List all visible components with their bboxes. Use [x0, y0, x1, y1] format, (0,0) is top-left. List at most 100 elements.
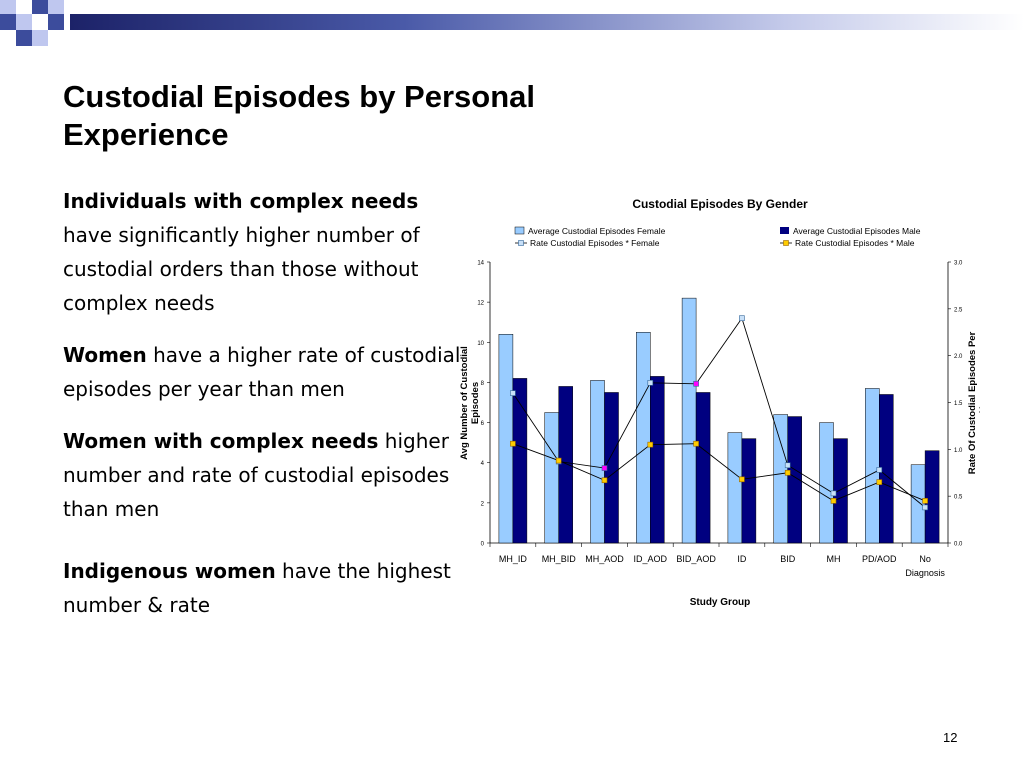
y-tick-label: 6 — [481, 421, 485, 427]
bar-female — [590, 380, 605, 544]
bullet-emphasis: Women with complex needs — [63, 429, 379, 453]
bar-male — [787, 416, 802, 544]
bullet-women: Women have a higher rate of custodial ep… — [63, 338, 463, 406]
y2-tick-label: 2.5 — [954, 307, 963, 313]
title-banner — [0, 0, 1024, 46]
slide-title: Custodial Episodes by Personal Experienc… — [63, 79, 536, 152]
x-tick-label: ID — [737, 554, 747, 564]
bar-female — [544, 412, 559, 544]
bullet-text: have significantly higher number of cust… — [63, 223, 420, 315]
legend-label: Rate Custodial Episodes * Female — [530, 238, 660, 248]
rate-male-marker — [647, 441, 654, 448]
rate-male-marker — [693, 440, 699, 447]
x-tick-label: MH — [827, 554, 841, 564]
bar-female — [727, 432, 743, 544]
rate-female-line — [512, 317, 926, 508]
bar-male — [512, 378, 528, 544]
x-tick-label: Diagnosis — [905, 568, 945, 578]
x-tick-label: MH_AOD — [585, 554, 624, 564]
x-tick-label: No — [919, 554, 931, 564]
bullet-emphasis: Indigenous women — [63, 559, 276, 583]
banner-square — [16, 30, 32, 46]
page-number: 12 — [943, 730, 958, 745]
legend-label: Average Custodial Episodes Female — [528, 226, 666, 236]
y-tick-label: 8 — [481, 381, 485, 387]
y2-tick-label: 3.0 — [954, 261, 963, 267]
x-tick-label: ID_AOD — [634, 554, 668, 564]
bullet-text: higher number and rate of custodial epis… — [63, 429, 450, 521]
banner-square — [32, 0, 48, 14]
rate-female-marker — [922, 504, 928, 511]
bar-male — [695, 392, 711, 544]
x-axis-title: Study Group — [690, 597, 751, 608]
legend-label: Rate Custodial Episodes * Male — [795, 238, 915, 248]
legend-marker — [783, 240, 789, 246]
chart-title: Custodial Episodes By Gender — [632, 197, 808, 211]
bar-male — [924, 450, 940, 544]
bar-female — [636, 332, 651, 544]
y2-tick-label: 1.0 — [954, 448, 963, 454]
rate-female-marker — [784, 462, 791, 469]
bar-female — [865, 388, 880, 544]
bar-female — [498, 334, 514, 544]
x-tick-label: MH_ID — [499, 554, 528, 564]
bar-female — [773, 414, 788, 544]
y2-tick-label: 1.5 — [954, 401, 963, 407]
bullet-emphasis: Individuals with complex needs — [63, 189, 419, 213]
rate-female-marker — [830, 490, 837, 497]
x-tick-label: PD/AOD — [862, 554, 897, 564]
custodial-episodes-chart: Custodial Episodes By Gender Average Cus… — [459, 197, 980, 608]
x-tick-label: MH_BID — [542, 554, 577, 564]
bullet-indigenous-women: Indigenous women have the highest number… — [63, 554, 463, 622]
y2-tick-label: 0.5 — [954, 495, 963, 501]
banner-square — [16, 14, 32, 30]
y-tick-label: 14 — [477, 261, 484, 267]
legend-marker — [518, 240, 524, 246]
y2-tick-label: 2.0 — [954, 354, 963, 360]
y-tick-label: 4 — [481, 461, 485, 467]
chart-legend: Average Custodial Episodes Female Averag… — [514, 226, 921, 248]
rate-male-marker — [922, 498, 928, 504]
bar-female — [910, 464, 926, 544]
bar-male — [650, 376, 665, 544]
rate-female-marker — [601, 465, 608, 471]
banner-square — [0, 0, 16, 14]
legend-label: Average Custodial Episodes Male — [793, 226, 921, 236]
y-axis-title: Avg Number of CustodialEpisodes — [459, 346, 481, 460]
x-tick-label: BID — [780, 554, 796, 564]
rate-male-marker — [601, 477, 608, 484]
banner-bar — [70, 14, 1024, 30]
plot-area: 0 2 4 6 8 10 12 14 0.0 0.5 1.0 1.5 2.0 2.5 3.0 MH_ID MH_… — [477, 261, 963, 579]
rate-female-marker — [876, 467, 883, 473]
y-tick-label: 2 — [481, 501, 485, 507]
y2-axis-title: Rate Of Custodial Episodes PerYear — [967, 331, 980, 474]
banner-square — [32, 30, 48, 46]
bar-female — [681, 297, 697, 544]
legend-swatch-female-bar — [514, 226, 525, 235]
banner-square — [32, 14, 48, 30]
banner-square — [16, 0, 32, 14]
rate-male-marker — [555, 457, 562, 464]
rate-male-marker — [876, 479, 883, 485]
rate-male-marker — [784, 469, 791, 476]
rate-female-marker — [693, 380, 699, 387]
bullet-text: have the highest number & rate — [63, 559, 451, 617]
banner-square — [0, 14, 16, 30]
bullet-complex-needs: Individuals with complex needs have sign… — [63, 184, 463, 320]
bullet-women-complex-needs: Women with complex needs higher number a… — [63, 424, 463, 526]
rate-female-marker — [647, 380, 654, 386]
bar-male — [741, 438, 757, 544]
rate-male-line — [512, 443, 926, 502]
y-tick-label: 12 — [477, 301, 484, 307]
bar-male — [558, 386, 573, 544]
legend-swatch-male-bar — [780, 227, 789, 234]
bullet-text: have a higher rate of custodial episodes… — [63, 343, 461, 401]
rate-male-marker — [830, 498, 837, 504]
y2-tick-label: 0.0 — [954, 542, 963, 548]
bullet-emphasis: Women — [63, 343, 147, 367]
bar-female — [819, 422, 834, 544]
y-tick-label: 0 — [481, 542, 485, 548]
rate-male-marker — [510, 440, 516, 447]
slide-body: Individuals with complex needs have sign… — [63, 184, 463, 640]
rate-female-marker — [510, 390, 516, 396]
